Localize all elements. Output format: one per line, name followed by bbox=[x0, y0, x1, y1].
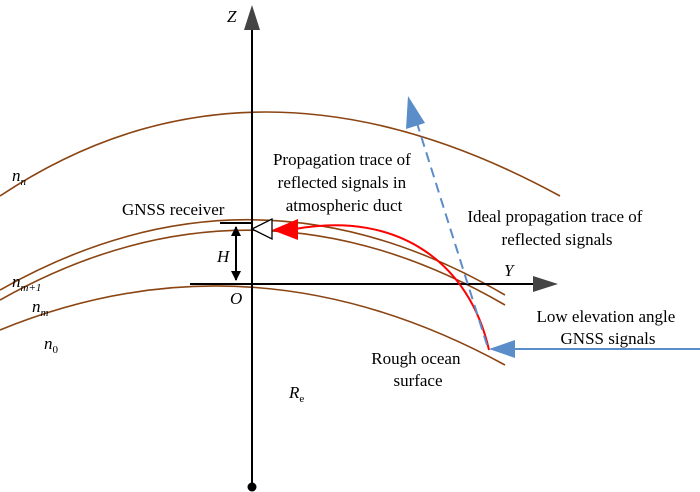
low-elevation-signal-arrowhead bbox=[489, 340, 515, 358]
layer-label-n-n: nn bbox=[12, 166, 27, 188]
earth-center-point bbox=[247, 482, 257, 492]
layer-label-n-m1: nm+1 bbox=[12, 272, 41, 294]
origin-label: O bbox=[230, 289, 242, 308]
earth-radius-label: Re bbox=[288, 383, 304, 405]
y-axis-arrowhead bbox=[533, 276, 558, 292]
layer-curve-n-n bbox=[0, 111, 561, 197]
height-label: H bbox=[216, 247, 231, 266]
ideal-propagation-trace bbox=[415, 119, 488, 346]
gnss-receiver-label: GNSS receiver bbox=[122, 200, 225, 219]
ideal-trace-label: Ideal propagation trace of reflected sig… bbox=[467, 207, 646, 249]
duct-propagation-trace bbox=[294, 224, 490, 351]
low-elevation-label: Low elevation angle GNSS signals bbox=[536, 307, 679, 348]
ideal-trace-arrowhead bbox=[406, 96, 425, 129]
gnss-receiver-icon bbox=[250, 217, 273, 241]
duct-trace-label: Propagation trace of reflected signals i… bbox=[273, 150, 415, 215]
z-axis-arrowhead bbox=[244, 5, 260, 30]
y-axis-label: Y bbox=[504, 261, 515, 280]
layer-label-n-m: nm bbox=[32, 297, 49, 319]
rough-ocean-label: Rough ocean surface bbox=[371, 349, 464, 390]
layer-label-n-0: n0 bbox=[44, 334, 59, 356]
z-axis-label: Z bbox=[227, 7, 237, 26]
duct-trace-arrowhead bbox=[272, 219, 298, 240]
